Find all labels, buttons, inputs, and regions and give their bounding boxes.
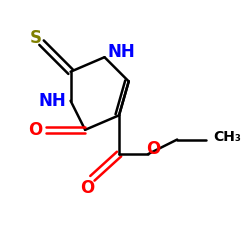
Text: NH: NH: [38, 92, 66, 110]
Text: CH₃: CH₃: [214, 130, 242, 144]
Text: O: O: [28, 121, 42, 139]
Text: S: S: [30, 29, 42, 47]
Text: O: O: [80, 179, 95, 197]
Text: O: O: [146, 140, 160, 158]
Text: NH: NH: [108, 43, 135, 61]
